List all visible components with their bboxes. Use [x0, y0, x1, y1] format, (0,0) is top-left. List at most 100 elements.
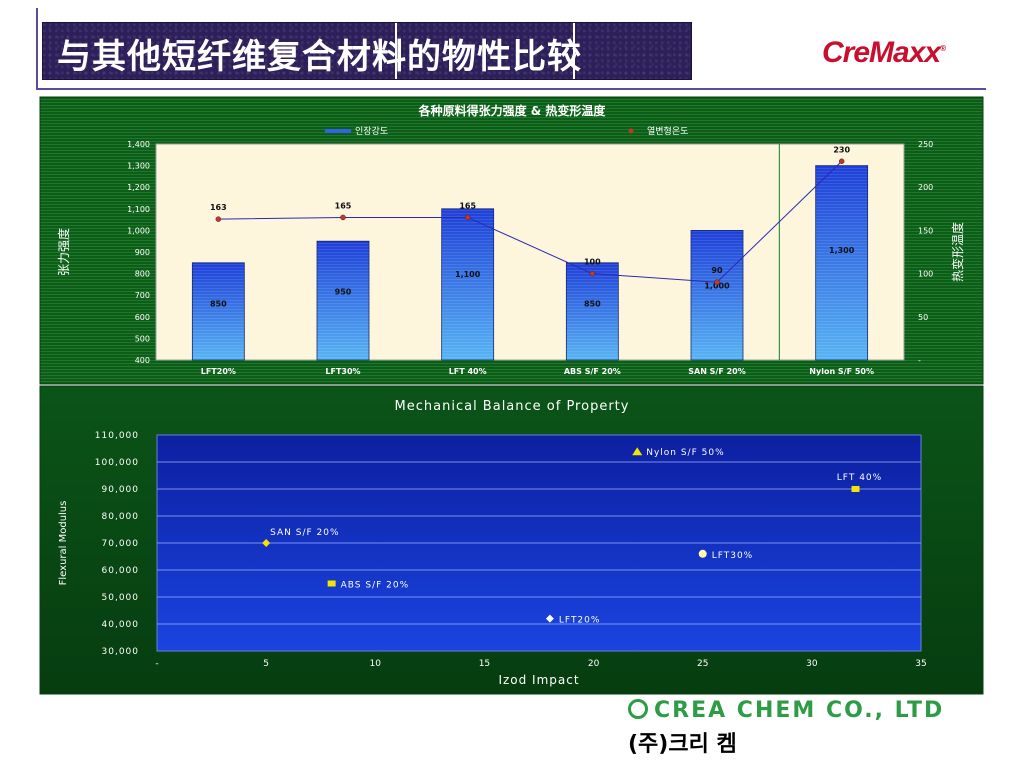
point-marker-3 — [327, 580, 336, 587]
company-name-kr: (주)크리 켐 — [628, 732, 737, 757]
heat-point-5 — [838, 158, 845, 165]
y-tick-label: 110,000 — [95, 431, 139, 441]
y-tick-label: 60,000 — [102, 566, 140, 576]
heat-point-0 — [215, 216, 222, 222]
y-axis-title: 张力强度 — [56, 228, 71, 276]
point-marker-5 — [632, 447, 643, 456]
chart1-title: 各种原料得张力强度 & 热变形温度 — [418, 103, 607, 118]
heat-point-4 — [714, 279, 720, 285]
logo-text: CreMaxx — [822, 36, 941, 69]
legend-bar-label: 인장강도 — [355, 126, 388, 137]
point-label: SAN S/F 20% — [270, 528, 339, 538]
bar-texture-2 — [441, 208, 494, 360]
x-tick-label: ABS S/F 20% — [564, 367, 621, 376]
x-tick-label: LFT 40% — [449, 367, 487, 376]
title-divider — [573, 23, 575, 79]
bar-value-label: 950 — [335, 288, 352, 297]
bar-texture-1 — [317, 241, 369, 360]
bar-texture-5 — [815, 165, 868, 360]
x-tick-label: - — [155, 659, 158, 669]
x-tick-label: 10 — [370, 659, 382, 669]
y2-axis-title: 热变形温度 — [950, 222, 965, 282]
y-tick-label: 100,000 — [95, 458, 139, 468]
y2-tick-label: 150 — [918, 226, 933, 235]
y-tick-label: 1,100 — [127, 205, 150, 214]
heat-line — [218, 160, 843, 283]
y-tick-label: 90,000 — [102, 485, 140, 495]
point-label: LFT20% — [559, 616, 601, 626]
y2-tick-label: 200 — [918, 183, 933, 192]
x-tick-label: 20 — [588, 659, 600, 669]
heat-value-label: 165 — [335, 201, 352, 210]
heat-value-label: 230 — [833, 145, 850, 154]
y2-tick-label: 250 — [918, 140, 933, 149]
x-tick-label: LFT30% — [325, 367, 360, 376]
y-tick-label: 70,000 — [102, 539, 140, 549]
point-marker-0 — [545, 614, 554, 623]
company-name-en: CREA CHEM CO., LTD — [628, 698, 944, 723]
heat-value-label: 165 — [459, 201, 476, 210]
cremaxx-logo: CreMaxx® — [822, 36, 946, 70]
x-tick-label: SAN S/F 20% — [688, 367, 746, 376]
point-marker-2 — [851, 486, 860, 492]
y2-tick-label: - — [918, 356, 921, 365]
y-tick-label: 900 — [135, 248, 150, 257]
heat-value-label: 100 — [584, 258, 601, 267]
header-left-rule — [36, 8, 38, 88]
bar-value-label: 850 — [584, 300, 601, 309]
title-divider — [395, 23, 397, 79]
y-tick-label: 400 — [135, 356, 150, 365]
y-tick-label: 40,000 — [102, 620, 140, 630]
x-tick-label: 30 — [806, 659, 818, 669]
x-tick-label: Nylon S/F 50% — [809, 367, 874, 376]
bar-value-label: 850 — [210, 300, 227, 309]
y-tick-label: 800 — [135, 270, 150, 279]
header-bottom-rule — [36, 88, 986, 90]
legend-bar-swatch — [325, 129, 351, 133]
heat-value-label: 90 — [711, 266, 723, 275]
heat-value-label: 163 — [210, 203, 227, 212]
y-tick-label: 30,000 — [102, 647, 140, 657]
bar-texture-0 — [192, 262, 245, 360]
y2-tick-label: 50 — [918, 313, 928, 322]
y-tick-label: 80,000 — [102, 512, 140, 522]
bar-value-label: 1,000 — [704, 282, 730, 291]
y-tick-label: 50,000 — [102, 593, 140, 603]
point-label: Nylon S/F 50% — [646, 448, 724, 458]
swirl-logo-icon — [628, 699, 648, 719]
legend-line-label: 열변형온도 — [647, 126, 688, 137]
x-tick-label: 5 — [263, 659, 269, 669]
y-tick-label: 500 — [135, 334, 150, 343]
y-tick-label: 700 — [135, 291, 150, 300]
chart2-title: Mechanical Balance of Property — [395, 399, 630, 414]
point-label: ABS S/F 20% — [341, 581, 410, 591]
heat-point-1 — [340, 214, 346, 221]
x-axis-title: Izod Impact — [498, 673, 579, 687]
slide-title-bar: 与其他短纤维复合材料的物性比较 — [42, 22, 692, 80]
bar-texture-4 — [691, 230, 743, 360]
heat-point-2 — [464, 214, 471, 221]
x-tick-label: 25 — [697, 659, 708, 669]
y-tick-label: 1,200 — [127, 183, 150, 192]
point-marker-1 — [698, 549, 707, 558]
slide-title: 与其他短纤维复合材料的物性比较 — [57, 37, 582, 77]
x-tick-label: 15 — [479, 659, 490, 669]
y-tick-label: 1,000 — [127, 226, 150, 235]
bar-value-label: 1,300 — [829, 246, 855, 255]
y-tick-label: 1,400 — [127, 140, 150, 149]
legend-line-swatch — [628, 128, 634, 134]
heat-point-3 — [589, 270, 596, 277]
point-marker-4 — [262, 539, 271, 547]
registered-mark: ® — [940, 44, 946, 53]
y-tick-label: 1,300 — [127, 162, 150, 171]
bar-value-label: 1,100 — [455, 270, 481, 279]
point-label: LFT30% — [712, 551, 754, 561]
y2-tick-label: 100 — [918, 270, 933, 279]
point-label: LFT 40% — [837, 473, 882, 483]
company-en-text: CREA CHEM CO., LTD — [654, 698, 945, 723]
y-axis-title: Flexural Modulus — [58, 501, 69, 586]
bar-texture-3 — [566, 262, 619, 360]
x-tick-label: LFT20% — [201, 367, 236, 376]
